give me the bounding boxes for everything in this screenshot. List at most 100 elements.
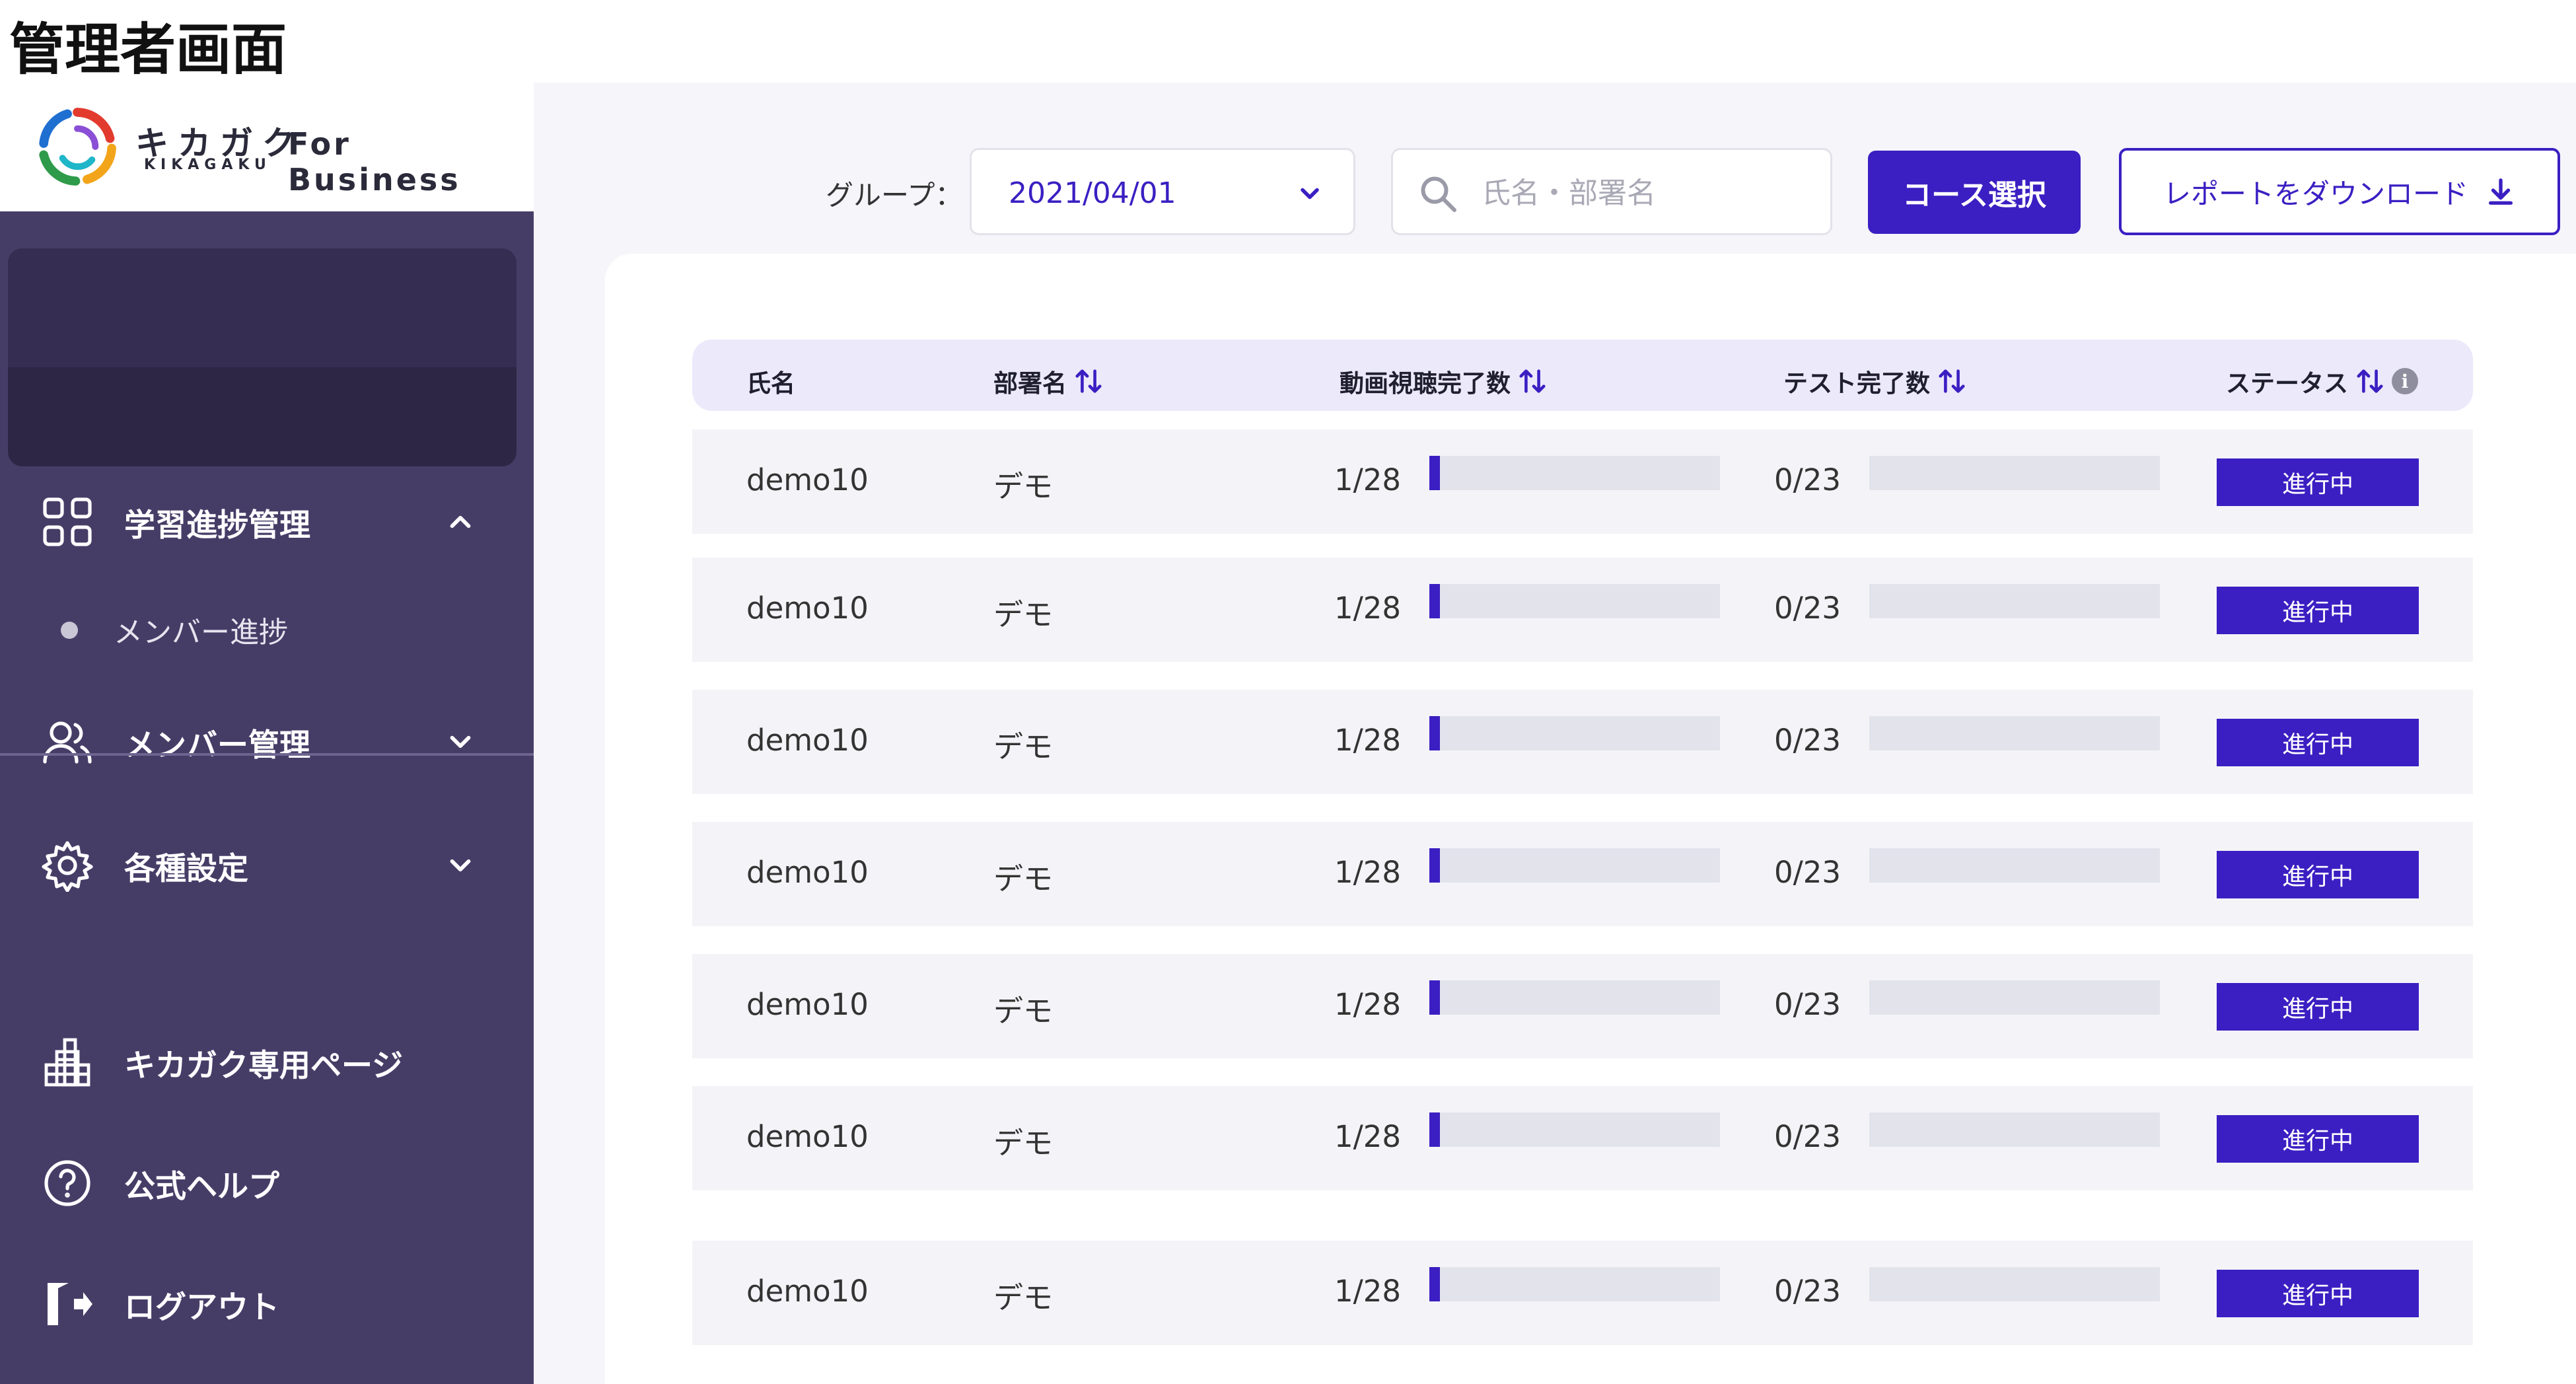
download-report-button[interactable]: レポートをダウンロード [2119,148,2560,235]
video-progress-fill [1429,1267,1440,1301]
member-department: デモ [993,861,1054,896]
table-header: 氏名 部署名 動画視聴完了数 テスト完了数 ステータス i [692,340,2473,411]
test-count: 0/23 [1774,1119,1842,1154]
video-count: 1/28 [1334,987,1402,1022]
search-icon [1421,176,1456,212]
member-name: demo10 [746,855,869,890]
test-progress-bar [1869,456,2160,490]
chevron-down-icon [450,859,471,872]
grid-icon [41,495,94,548]
sort-icon[interactable] [1937,368,1967,394]
video-progress-fill [1429,716,1440,750]
group-select[interactable]: 2021/04/01 [970,148,1355,235]
column-header-label: 部署名 [993,369,1067,398]
group-select-value: 2021/04/01 [1009,176,1176,210]
video-progress-bar [1429,456,1720,490]
video-progress-bar [1429,584,1720,618]
member-name: demo10 [746,591,869,626]
test-progress-bar [1869,980,2160,1015]
video-count: 1/28 [1334,462,1402,497]
status-badge: 進行中 [2217,587,2419,634]
column-header-label: ステータス [2226,369,2348,398]
users-icon [41,715,94,768]
column-header-test[interactable]: テスト完了数 [1783,363,1967,399]
table-row[interactable]: demo10 デモ 1/28 0/23 進行中 [692,558,2473,662]
column-header-status[interactable]: ステータス i [2226,363,2418,399]
chevron-down-icon [1301,188,1319,200]
nav-group-learning [8,248,517,466]
column-header-label: テスト完了数 [1783,369,1930,398]
test-count: 0/23 [1774,591,1842,626]
member-name: demo10 [746,1274,869,1309]
sidebar-item-settings[interactable]: 各種設定 [0,829,534,902]
status-badge: 進行中 [2217,1270,2419,1317]
course-select-button[interactable]: コース選択 [1868,151,2081,234]
member-name: demo10 [746,987,869,1022]
sidebar-item-kikagaku-page[interactable]: キカガク専用ページ [0,1026,534,1099]
brand-name-en: KIKAGAKU [144,157,271,173]
brand-suffix: For Business [288,126,461,198]
building-icon [41,1036,94,1089]
status-badge: 進行中 [2217,983,2419,1031]
test-count: 0/23 [1774,987,1842,1022]
brand-header: キカガク KIKAGAKU For Business [0,83,534,211]
status-badge: 進行中 [2217,1115,2419,1163]
member-department: デモ [993,1280,1054,1315]
test-count: 0/23 [1774,855,1842,890]
table-row[interactable]: demo10 デモ 1/28 0/23 進行中 [692,822,2473,926]
group-filter-label: グループ： [826,179,963,211]
sidebar-item-help[interactable]: 公式ヘルプ [0,1147,534,1220]
sidebar-item-label: キカガク専用ページ [124,1047,404,1084]
table-card [605,254,2576,1384]
sidebar-item-member-management[interactable]: メンバー管理 [0,706,534,778]
sidebar-item-logout[interactable]: ログアウト [0,1268,534,1340]
sort-icon[interactable] [2355,368,2385,394]
video-progress-bar [1429,1112,1720,1147]
table-row[interactable]: demo10 デモ 1/28 0/23 進行中 [692,954,2473,1058]
brand-name-jp: キカガク [135,124,304,163]
video-progress-bar [1429,848,1720,883]
column-header-video[interactable]: 動画視聴完了数 [1340,363,1548,399]
download-icon [2488,178,2513,205]
logout-icon [41,1278,94,1330]
table-row[interactable]: demo10 デモ 1/28 0/23 進行中 [692,1086,2473,1190]
sort-icon[interactable] [1073,368,1104,394]
member-department: デモ [993,729,1054,764]
member-name: demo10 [746,723,869,758]
sidebar-item-label: 学習進捗管理 [124,507,310,544]
sort-icon[interactable] [1517,368,1548,394]
search-box [1391,148,1832,235]
video-count: 1/28 [1334,1274,1402,1309]
info-icon[interactable]: i [2392,368,2418,394]
video-count: 1/28 [1334,591,1402,626]
help-circle-icon [41,1157,94,1210]
chevron-down-icon [450,735,471,748]
kikagaku-logo-icon [39,108,116,186]
test-progress-bar [1869,1112,2160,1147]
member-name: demo10 [746,1119,869,1154]
member-department: デモ [993,994,1054,1029]
sidebar-item-label: 各種設定 [124,850,248,887]
table-row[interactable]: demo10 デモ 1/28 0/23 進行中 [692,429,2473,534]
video-progress-bar [1429,716,1720,750]
member-name: demo10 [746,462,869,497]
table-row[interactable]: demo10 デモ 1/28 0/23 進行中 [692,1241,2473,1345]
search-input[interactable] [1482,171,1812,215]
column-header-department[interactable]: 部署名 [993,363,1104,399]
test-progress-bar [1869,584,2160,618]
member-department: デモ [993,1126,1054,1161]
sidebar-item-label: ログアウト [124,1289,279,1326]
video-progress-fill [1429,584,1440,618]
gear-icon [41,839,94,892]
table-row[interactable]: demo10 デモ 1/28 0/23 進行中 [692,690,2473,794]
sidebar-item-label: 公式ヘルプ [124,1168,279,1205]
video-progress-fill [1429,456,1440,490]
test-count: 0/23 [1774,723,1842,758]
column-header-label: 氏名 [746,369,795,398]
sidebar-item-learning[interactable]: 学習進捗管理 [0,486,534,558]
test-progress-bar [1869,716,2160,750]
test-count: 0/23 [1774,462,1842,497]
member-department: デモ [993,597,1054,632]
sidebar-subitem-member-progress[interactable]: メンバー進捗 [0,604,534,657]
sidebar-subitem-label: メンバー進捗 [114,616,288,649]
